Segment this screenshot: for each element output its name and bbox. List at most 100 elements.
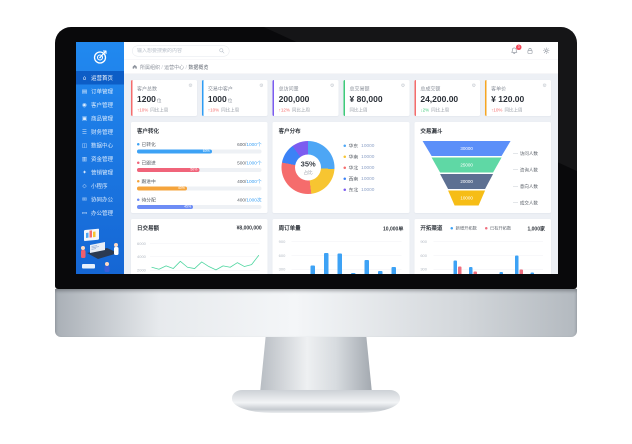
breadcrumb-link[interactable]: 数据概览 (188, 65, 209, 71)
sidebar-item-customers[interactable]: ◉ 客户管理 (76, 98, 124, 112)
search-input[interactable] (137, 48, 216, 54)
sidebar-item-office[interactable]: ▭ 办公管理 (76, 206, 124, 220)
panel-title: 周订单量 (278, 225, 301, 232)
sidebar-item-label: 办公管理 (91, 210, 113, 217)
legend-item: 西南 10000 (343, 175, 375, 182)
sidebar-item-miniapp[interactable]: ◇ 小程序 (76, 179, 124, 193)
donut-center: 35% 占比 (295, 154, 322, 181)
kpi-note-text: 同比上周 (291, 107, 310, 113)
kpi-note: ↑10% 同比上周 (137, 107, 192, 114)
kpi-accent-strip (272, 80, 275, 116)
sidebar-item-orders[interactable]: ▤ 订单管理 (76, 85, 124, 99)
progress-track: 60% (137, 149, 262, 154)
legend-dot-icon (343, 177, 347, 180)
settings-button[interactable] (542, 47, 551, 55)
conversion-label: 已转化 (141, 142, 156, 148)
kpi-accent-strip (485, 80, 487, 116)
progress-fill: 60% (137, 149, 212, 154)
app-logo-icon[interactable] (90, 47, 110, 67)
breadcrumb: 所属组织 / 运营中心 / 数据概览 (124, 60, 558, 74)
legend-dot-icon (343, 144, 347, 147)
notification-badge: 3 (516, 44, 522, 50)
legend-value: 10000 (361, 153, 375, 160)
conversion-row: 已跟进 500/1000个 50% (137, 159, 262, 172)
kpi-title: 总交易额 (349, 86, 370, 93)
kpi-settings-icon[interactable]: ⚙ (259, 83, 264, 89)
progress-track: 45% (137, 205, 262, 209)
legend-dot-icon (137, 142, 140, 146)
panel-total: 1,000家 (527, 226, 545, 232)
sidebar-menu: ⌂ 运营首页 ▤ 订单管理 ◉ 客户管理 ▣ 商品管理 ☰ 财务管理 ◫ 数据中心 ▥ 资金管理 ✦ 营销管理… (76, 71, 124, 220)
bar (519, 269, 523, 274)
top-bar: 3 (124, 42, 558, 60)
legend-dot-icon (137, 161, 140, 164)
bar-group (499, 271, 508, 274)
axis-tick-label: 2000 (137, 267, 146, 273)
funnel-layer: 30000 (423, 141, 511, 156)
panel-total: ¥8,000,000 (236, 225, 262, 231)
sidebar-item-finance[interactable]: ☰ 财务管理 (76, 125, 124, 139)
breadcrumb-link[interactable]: 所属组织 (140, 65, 160, 71)
kpi-note-text: 同比上周 (431, 107, 450, 113)
search-box[interactable] (132, 45, 230, 57)
sidebar-item-marketing[interactable]: ✦ 营销管理 (76, 166, 124, 180)
funnel-labels: 访问人数 咨询人数 意向人数 成交人数 (512, 141, 538, 212)
progress-fill: 45% (137, 205, 194, 209)
home-icon (132, 64, 137, 69)
sidebar-item-home[interactable]: ⌂ 运营首页 (76, 71, 124, 85)
kpi-value: ¥ 120.00 (491, 94, 525, 105)
donut-center-label: 占比 (303, 169, 313, 175)
gridline (291, 241, 402, 243)
kpi-note: ↑10% 同比上周 (208, 107, 263, 114)
conversion-row: 待分配 400/1000次 45% (137, 196, 262, 209)
lock-button[interactable] (527, 47, 535, 55)
kpi-settings-icon[interactable]: ⚙ (400, 83, 406, 89)
panel-title: 客户转化 (137, 128, 159, 135)
bar (364, 259, 369, 274)
kpi-card: 总访问量 ⚙ 200,000 ↑12% 同比上周 (272, 80, 339, 116)
conversion-row: 已转化 600/1000个 60% (137, 141, 262, 154)
bar (514, 255, 519, 274)
bar-groups (434, 237, 542, 274)
sidebar-item-data[interactable]: ◫ 数据中心 (76, 139, 124, 153)
breadcrumb-items: 所属组织 / 运营中心 / 数据概览 (140, 63, 208, 71)
kpi-settings-icon[interactable]: ⚙ (471, 83, 477, 89)
bar-group (514, 255, 523, 274)
kpi-settings-icon[interactable]: ⚙ (330, 83, 335, 89)
conversion-bars: 已转化 600/1000个 60% 已跟进 500/1000个 50% 跟进中 400/100… (137, 141, 262, 209)
kpi-settings-icon[interactable]: ⚙ (188, 83, 193, 89)
donut-legend: 华东 10000 华南 10000 华北 10000 西南 10000 东北 10000 (343, 142, 375, 193)
funnel-label: 成交人数 (512, 195, 538, 212)
sidebar-item-products[interactable]: ▣ 商品管理 (76, 112, 124, 126)
funnel-label-text: 意向人数 (519, 184, 538, 189)
sidebar-item-funds[interactable]: ▥ 资金管理 (76, 152, 124, 166)
breadcrumb-link[interactable]: 运营中心 (164, 65, 185, 71)
legend-value: 10000 (361, 175, 375, 182)
axis-tick-label: 300 (278, 266, 286, 272)
kpi-note-text: 同比上周 (504, 107, 523, 113)
breadcrumb-separator: / (160, 65, 165, 71)
kpi-note-percent: ↑10% (207, 107, 220, 113)
monitor-chin (55, 289, 577, 337)
kpi-note-percent: ↑10% (491, 107, 503, 113)
gridline (150, 269, 260, 271)
legend-dot-icon (137, 179, 140, 183)
legend-item: 新增开拓数 (450, 225, 480, 231)
legend-value: 10000 (361, 142, 375, 149)
bar (350, 273, 356, 274)
legend-label: 新增开拓数 (455, 225, 477, 231)
kpi-settings-icon[interactable]: ⚙ (542, 83, 548, 89)
sidebar-item-label: 订单管理 (91, 88, 113, 95)
notifications-button[interactable]: 3 (511, 44, 522, 55)
gridline (291, 269, 402, 270)
kpi-card: 客单价 ⚙ ¥ 120.00 ↑10% 同比上周 (485, 80, 552, 116)
axis-tick-label: 300 (420, 266, 428, 272)
axis-tick-label: 6000 (137, 241, 146, 246)
orders-icon: ▤ (81, 88, 88, 95)
sidebar-item-label: 协同办公 (91, 196, 113, 203)
sidebar: ⌂ 运营首页 ▤ 订单管理 ◉ 客户管理 ▣ 商品管理 ☰ 财务管理 ◫ 数据中心 ▥ 资金管理 ✦ 营销管理… (76, 42, 124, 274)
funnel-tick-line (512, 186, 518, 187)
conversion-label: 已跟进 (141, 160, 156, 167)
marketing-icon: ✦ (82, 169, 87, 176)
sidebar-item-collab[interactable]: ✉ 协同办公 (76, 193, 124, 207)
